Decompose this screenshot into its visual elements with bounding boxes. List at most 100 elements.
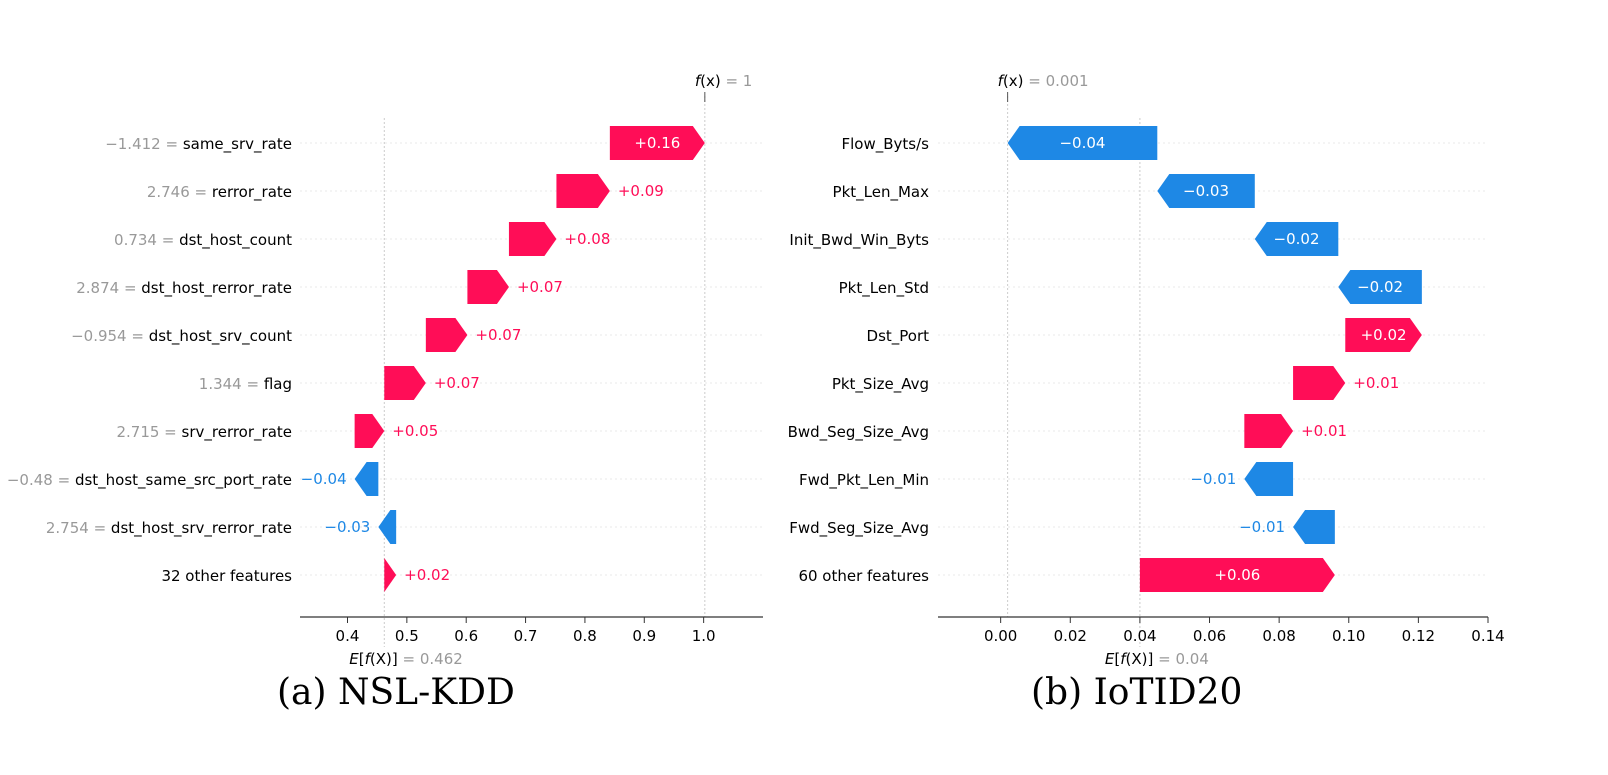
feature-name: dst_host_count xyxy=(179,231,292,250)
feature-name: Fwd_Pkt_Len_Min xyxy=(799,471,929,490)
feature-label: Bwd_Seg_Size_Avg xyxy=(788,423,929,442)
feature-bar xyxy=(1007,126,1158,160)
feature-label: 1.344 = flag xyxy=(199,375,292,393)
feature-name: dst_host_rerror_rate xyxy=(141,279,292,298)
feature-bar xyxy=(384,558,397,592)
feature-value: 2.746 = xyxy=(147,183,212,201)
feature-bar xyxy=(1345,318,1422,352)
feature-bar xyxy=(556,174,610,208)
feature-bar xyxy=(1293,510,1335,544)
base-value: = 0.462 xyxy=(403,650,463,668)
feature-label: Fwd_Pkt_Len_Min xyxy=(799,471,929,490)
feature-name: same_srv_rate xyxy=(183,135,292,154)
contribution-label: +0.06 xyxy=(1214,566,1260,584)
feature-bar xyxy=(354,462,379,496)
contribution-label: −0.03 xyxy=(1183,182,1229,200)
x-tick-label: 0.06 xyxy=(1193,627,1226,645)
base-value: = 0.04 xyxy=(1158,650,1209,668)
feature-name: 60 other features xyxy=(798,567,929,585)
feature-name: Flow_Byts/s xyxy=(842,135,930,154)
fx-label: f(x) = 0.001 xyxy=(998,72,1089,90)
fx-value: = 1 xyxy=(725,72,752,90)
x-tick-label: 1.0 xyxy=(692,627,716,645)
feature-label: −0.954 = dst_host_srv_count xyxy=(71,327,292,346)
feature-value: −0.954 = xyxy=(71,327,149,345)
feature-value: 2.715 = xyxy=(116,423,181,441)
feature-value: 1.344 = xyxy=(199,375,264,393)
contribution-label: −0.01 xyxy=(1190,470,1236,488)
feature-label: 2.874 = dst_host_rerror_rate xyxy=(76,279,292,298)
feature-value: −0.48 = xyxy=(7,471,75,489)
feature-name: Bwd_Seg_Size_Avg xyxy=(788,423,929,442)
feature-name: Fwd_Seg_Size_Avg xyxy=(789,519,929,538)
feature-name: srv_rerror_rate xyxy=(182,423,292,442)
feature-label: −0.48 = dst_host_same_src_port_rate xyxy=(7,471,292,490)
panel-nsl-kdd: f(x) = 1 +0.16 −1.412 = same_srv_rate +0.09… xyxy=(7,72,763,668)
x-tick-label: 0.6 xyxy=(454,627,478,645)
feature-name: Pkt_Len_Std xyxy=(839,279,929,298)
x-tick-label: 0.8 xyxy=(573,627,597,645)
x-tick-label: 0.4 xyxy=(336,627,360,645)
feature-bar xyxy=(1139,558,1335,592)
feature-label: 2.754 = dst_host_srv_rerror_rate xyxy=(46,519,292,538)
x-tick-label: 0.04 xyxy=(1123,627,1156,645)
feature-label: 2.746 = rerror_rate xyxy=(147,183,292,202)
x-tick-label: 0.9 xyxy=(632,627,656,645)
feature-bar xyxy=(467,270,509,304)
contribution-label: +0.02 xyxy=(1361,326,1407,344)
contribution-label: −0.04 xyxy=(1059,134,1105,152)
feature-label: Pkt_Size_Avg xyxy=(832,375,929,394)
fx-value: = 0.001 xyxy=(1028,72,1088,90)
contribution-label: +0.07 xyxy=(434,374,480,392)
feature-name: dst_host_srv_rerror_rate xyxy=(111,519,292,538)
feature-name: Init_Bwd_Win_Byts xyxy=(789,231,929,250)
x-tick-label: 0.10 xyxy=(1332,627,1365,645)
x-tick-label: 0.5 xyxy=(395,627,419,645)
feature-label: 32 other features xyxy=(161,567,292,585)
x-tick-label: 0.02 xyxy=(1054,627,1087,645)
feature-value: 2.754 = xyxy=(46,519,111,537)
x-tick-label: 0.00 xyxy=(984,627,1017,645)
feature-name: Pkt_Len_Max xyxy=(833,183,930,202)
base-value-label: E[f(X)] = 0.04 xyxy=(1105,650,1209,668)
contribution-label: −0.01 xyxy=(1239,518,1285,536)
x-tick-label: 0.12 xyxy=(1402,627,1435,645)
panel-iotid20: f(x) = 0.001 −0.04 Flow_Byts/s −0.03 Pkt_Len… xyxy=(788,72,1505,668)
feature-name: dst_host_srv_count xyxy=(149,327,292,346)
feature-bar xyxy=(1293,366,1346,400)
x-tick-label: 0.7 xyxy=(514,627,538,645)
feature-label: Init_Bwd_Win_Byts xyxy=(789,231,929,250)
feature-bar xyxy=(354,414,385,448)
contribution-label: +0.08 xyxy=(564,230,610,248)
feature-label: Flow_Byts/s xyxy=(842,135,930,154)
feature-value: 2.874 = xyxy=(76,279,141,297)
contribution-label: +0.07 xyxy=(517,278,563,296)
feature-label: −1.412 = same_srv_rate xyxy=(105,135,292,154)
feature-bar xyxy=(1244,462,1294,496)
contribution-label: −0.02 xyxy=(1357,278,1403,296)
feature-bar xyxy=(425,318,468,352)
feature-label: 60 other features xyxy=(798,567,929,585)
feature-bar xyxy=(1244,414,1294,448)
caption-nsl-kdd: (a) NSL-KDD xyxy=(277,672,515,713)
feature-bar xyxy=(1157,174,1255,208)
x-tick-label: 0.08 xyxy=(1262,627,1295,645)
feature-label: Dst_Port xyxy=(867,327,930,346)
feature-bar xyxy=(378,510,397,544)
contribution-label: +0.01 xyxy=(1301,422,1347,440)
feature-bar xyxy=(508,222,557,256)
contribution-label: +0.05 xyxy=(392,422,438,440)
contribution-label: +0.16 xyxy=(634,134,680,152)
feature-label: Pkt_Len_Max xyxy=(833,183,930,202)
feature-bar xyxy=(609,126,705,160)
fx-label: f(x) = 1 xyxy=(695,72,753,90)
feature-bar xyxy=(1254,222,1339,256)
caption-iotid20: (b) IoTID20 xyxy=(1031,672,1243,713)
contribution-label: +0.02 xyxy=(404,566,450,584)
feature-name: 32 other features xyxy=(161,567,292,585)
contribution-label: −0.02 xyxy=(1274,230,1320,248)
feature-value: −1.412 = xyxy=(105,135,183,153)
feature-label: Fwd_Seg_Size_Avg xyxy=(789,519,929,538)
contribution-label: +0.07 xyxy=(475,326,521,344)
